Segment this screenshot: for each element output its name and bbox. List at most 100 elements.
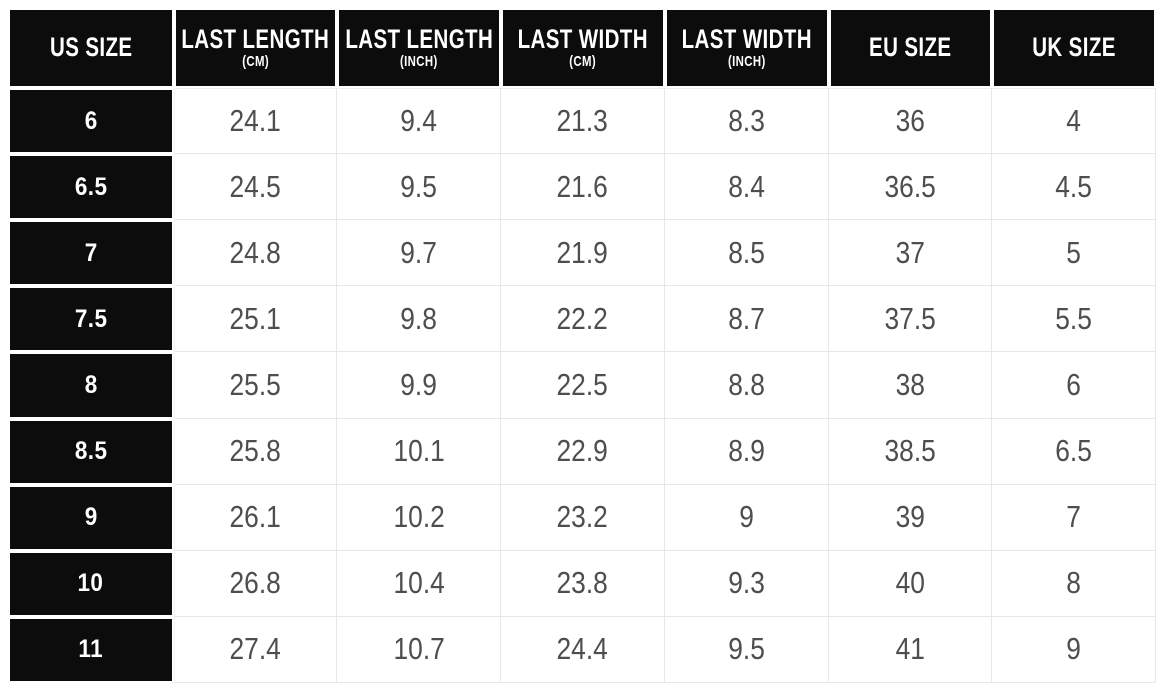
size-chart: US SIZE LAST LENGTH (CM) LAST LENGTH (INCH) L… (10, 10, 1156, 683)
cell-value: 39 (895, 499, 925, 535)
cell-value: 8.9 (727, 433, 765, 469)
cell-last-width-cm: 22.2 (501, 286, 665, 353)
cell-value: 22.2 (556, 300, 609, 336)
cell-last-width-cm: 23.2 (501, 484, 665, 551)
cell-value: 37.5 (884, 300, 936, 336)
cell-last-width-inch: 8.9 (664, 418, 829, 485)
cell-last-length-cm: 24.1 (173, 88, 338, 155)
column-header-eu-size: EU SIZE (828, 10, 993, 88)
cell-uk-size: 5 (992, 220, 1156, 287)
column-header-unit: (INCH) (400, 53, 439, 71)
cell-last-length-cm: 27.4 (173, 616, 338, 683)
cell-value: 9.3 (727, 565, 765, 601)
cell-value: 37 (895, 234, 925, 270)
cell-value: 8.4 (727, 168, 765, 204)
cell-eu-size: 38.5 (828, 418, 993, 485)
cell-last-length-inch: 9.7 (337, 220, 502, 287)
cell-last-width-inch: 9.5 (664, 616, 829, 683)
cell-value: 5 (1066, 234, 1081, 270)
cell-value: 9 (738, 499, 754, 535)
cell-last-width-cm: 22.9 (501, 418, 665, 485)
column-header-unit: (CM) (242, 53, 269, 71)
column-header-label: EU SIZE (869, 32, 952, 63)
cell-value: 8 (1066, 565, 1081, 601)
us-size-value: 6.5 (74, 172, 108, 201)
column-header-unit: (INCH) (727, 53, 766, 71)
column-header-uk-size: UK SIZE (992, 10, 1156, 88)
cell-eu-size: 37.5 (828, 286, 993, 353)
cell-uk-size: 4.5 (992, 154, 1156, 221)
cell-value: 9.4 (400, 103, 438, 139)
cell-value: 8.3 (727, 103, 765, 139)
cell-last-length-cm: 25.1 (173, 286, 338, 353)
cell-last-width-cm: 21.6 (501, 154, 665, 221)
cell-value: 4 (1066, 103, 1081, 139)
cell-eu-size: 36.5 (828, 154, 993, 221)
cell-last-length-inch: 10.1 (337, 418, 502, 485)
column-header-label: LAST WIDTH (681, 24, 812, 55)
cell-last-width-inch: 8.7 (664, 286, 829, 353)
us-size-value: 11 (78, 635, 104, 664)
column-header-label: LAST LENGTH (345, 24, 494, 55)
cell-last-length-cm: 26.8 (173, 550, 338, 617)
cell-value: 24.4 (556, 631, 609, 667)
cell-last-width-inch: 9 (664, 484, 829, 551)
cell-last-length-cm: 25.5 (173, 352, 338, 419)
column-header-label: LAST LENGTH (181, 24, 330, 55)
cell-last-length-inch: 10.4 (337, 550, 502, 617)
cell-last-width-inch: 8.3 (664, 88, 829, 155)
column-header-last-width-cm: LAST WIDTH (CM) (501, 10, 665, 88)
cell-value: 40 (895, 565, 925, 601)
row-label-us-size: 7.5 (10, 286, 174, 353)
cell-value: 9.5 (727, 631, 765, 667)
cell-value: 6 (1066, 366, 1081, 402)
us-size-value: 10 (77, 569, 104, 598)
cell-last-length-inch: 9.8 (337, 286, 502, 353)
cell-value: 22.5 (556, 366, 609, 402)
cell-value: 26.1 (229, 499, 282, 535)
cell-value: 9.7 (400, 234, 438, 270)
cell-uk-size: 7 (992, 484, 1156, 551)
cell-eu-size: 40 (828, 550, 993, 617)
cell-last-length-cm: 26.1 (173, 484, 338, 551)
cell-last-width-inch: 8.8 (664, 352, 829, 419)
cell-last-width-inch: 9.3 (664, 550, 829, 617)
us-size-value: 8 (84, 370, 98, 399)
cell-last-length-cm: 24.8 (173, 220, 338, 287)
cell-last-length-inch: 10.2 (337, 484, 502, 551)
cell-uk-size: 4 (992, 88, 1156, 155)
us-size-value: 7 (84, 238, 98, 267)
cell-value: 41 (895, 631, 925, 667)
column-header-unit: (CM) (569, 53, 597, 71)
cell-uk-size: 6 (992, 352, 1156, 419)
cell-value: 6.5 (1055, 433, 1092, 469)
column-header-last-length-cm: LAST LENGTH (CM) (173, 10, 338, 88)
cell-value: 38 (895, 366, 925, 402)
cell-value: 36.5 (884, 168, 936, 204)
cell-value: 24.1 (229, 103, 282, 139)
cell-uk-size: 9 (992, 616, 1156, 683)
cell-value: 24.5 (229, 168, 282, 204)
cell-value: 8.8 (727, 366, 765, 402)
cell-last-length-inch: 9.5 (337, 154, 502, 221)
cell-value: 9.8 (400, 300, 438, 336)
cell-value: 21.9 (556, 234, 609, 270)
cell-eu-size: 36 (828, 88, 993, 155)
cell-value: 10.1 (393, 433, 445, 469)
us-size-value: 7.5 (74, 304, 108, 333)
row-label-us-size: 8 (10, 352, 174, 419)
cell-value: 21.6 (556, 168, 609, 204)
cell-last-width-inch: 8.5 (664, 220, 829, 287)
cell-last-length-cm: 25.8 (173, 418, 338, 485)
cell-last-width-cm: 21.3 (501, 88, 665, 155)
cell-last-width-inch: 8.4 (664, 154, 829, 221)
us-size-value: 8.5 (74, 437, 108, 466)
row-label-us-size: 6 (10, 88, 174, 155)
cell-last-width-cm: 21.9 (501, 220, 665, 287)
cell-uk-size: 6.5 (992, 418, 1156, 485)
cell-value: 38.5 (884, 433, 936, 469)
cell-value: 9 (1066, 631, 1081, 667)
cell-value: 5.5 (1055, 300, 1092, 336)
cell-eu-size: 37 (828, 220, 993, 287)
cell-last-width-cm: 22.5 (501, 352, 665, 419)
